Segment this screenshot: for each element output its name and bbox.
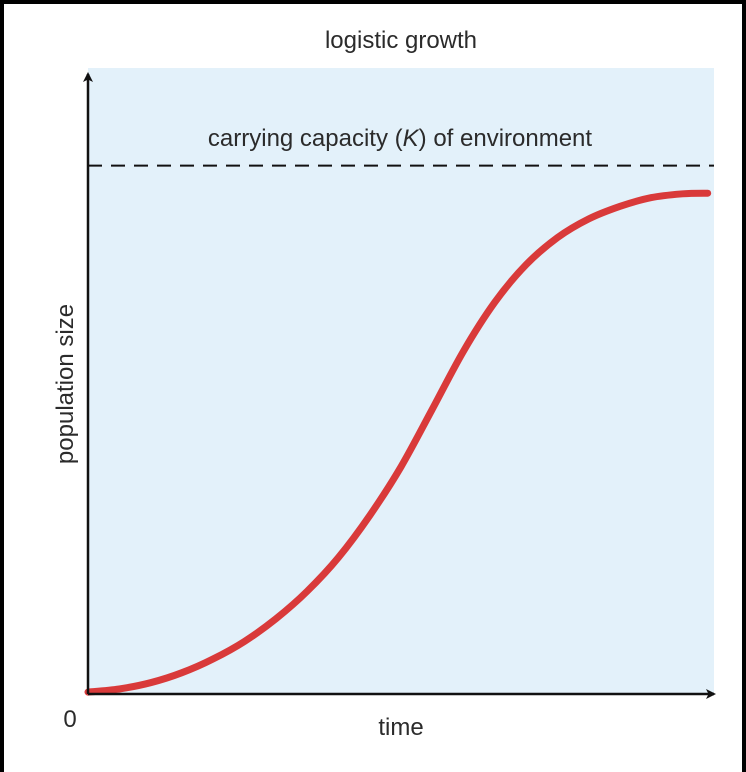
carrying-capacity-label-prefix: carrying capacity ( [208,125,403,152]
plot-area [88,68,714,694]
carrying-capacity-label: carrying capacity (K) of environment [208,125,592,152]
origin-label: 0 [63,706,76,733]
logistic-growth-curve [84,189,712,696]
chart-title: logistic growth [325,27,477,54]
carrying-capacity-label-suffix: ) of environment [419,125,593,152]
x-axis-label: time [378,714,423,741]
carrying-capacity-symbol: K [403,125,420,152]
y-axis-label: population size [52,304,79,464]
